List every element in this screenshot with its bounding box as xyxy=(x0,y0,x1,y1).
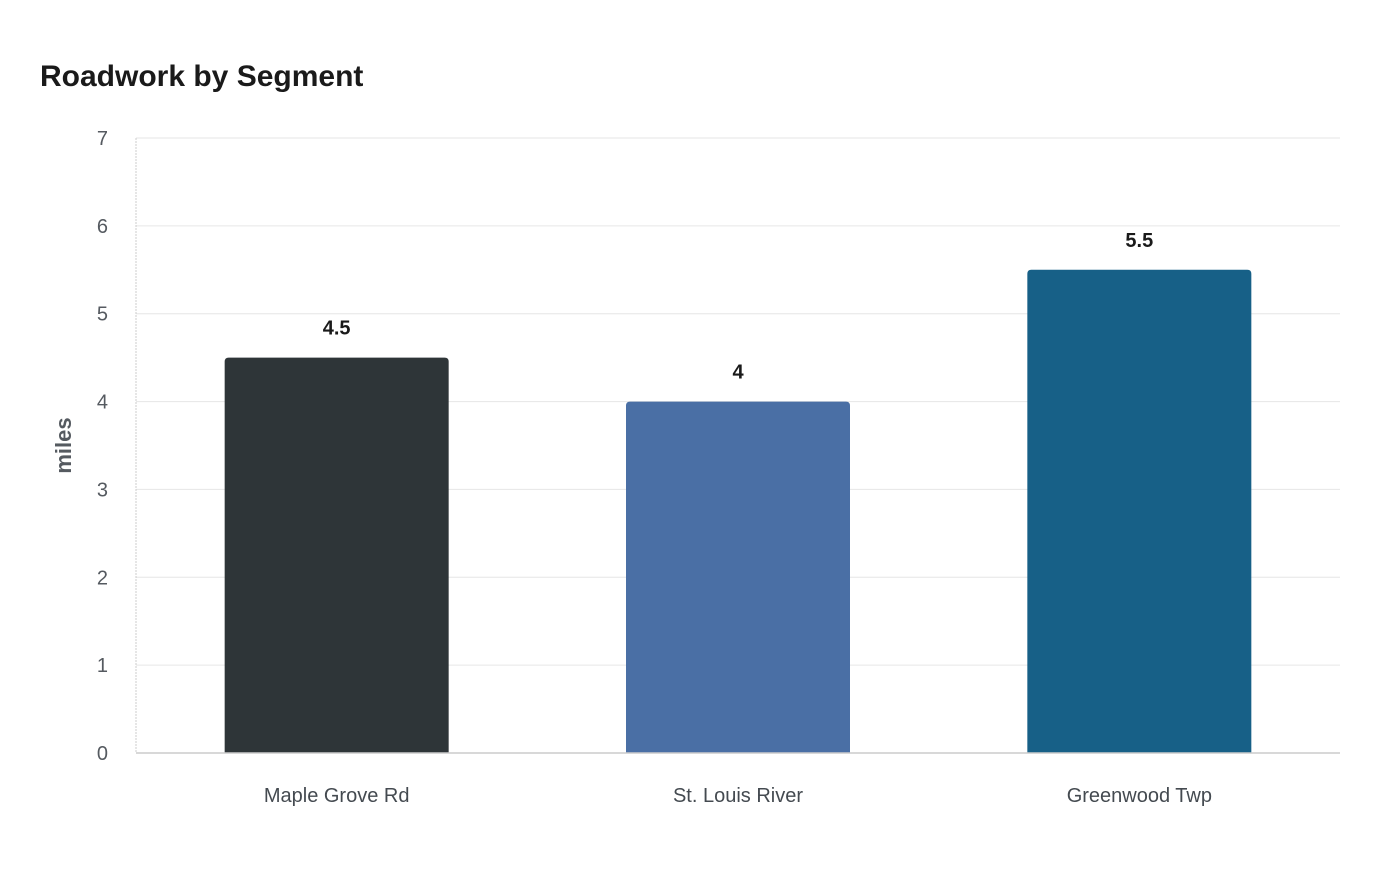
data-label: 5.5 xyxy=(1125,230,1153,252)
y-tick-label: 2 xyxy=(97,567,108,589)
data-label: 4 xyxy=(732,362,744,384)
y-tick-label: 6 xyxy=(97,216,108,238)
bar xyxy=(626,401,850,753)
x-tick-label: Maple Grove Rd xyxy=(264,785,410,807)
bar xyxy=(224,357,449,753)
y-tick-label: 5 xyxy=(97,304,108,326)
x-tick-label: St. Louis River xyxy=(673,785,803,807)
y-tick-label: 0 xyxy=(97,743,108,765)
y-tick-label: 1 xyxy=(97,655,108,677)
x-tick-label: Greenwood Twp xyxy=(1067,785,1212,807)
bar xyxy=(1027,269,1252,753)
data-label: 4.5 xyxy=(323,318,351,340)
y-tick-label: 4 xyxy=(97,392,108,414)
y-tick-label: 3 xyxy=(97,479,108,501)
chart-title: Roadwork by Segment xyxy=(40,60,364,93)
y-tick-label: 7 xyxy=(97,128,108,150)
y-axis-label: miles xyxy=(51,417,76,473)
